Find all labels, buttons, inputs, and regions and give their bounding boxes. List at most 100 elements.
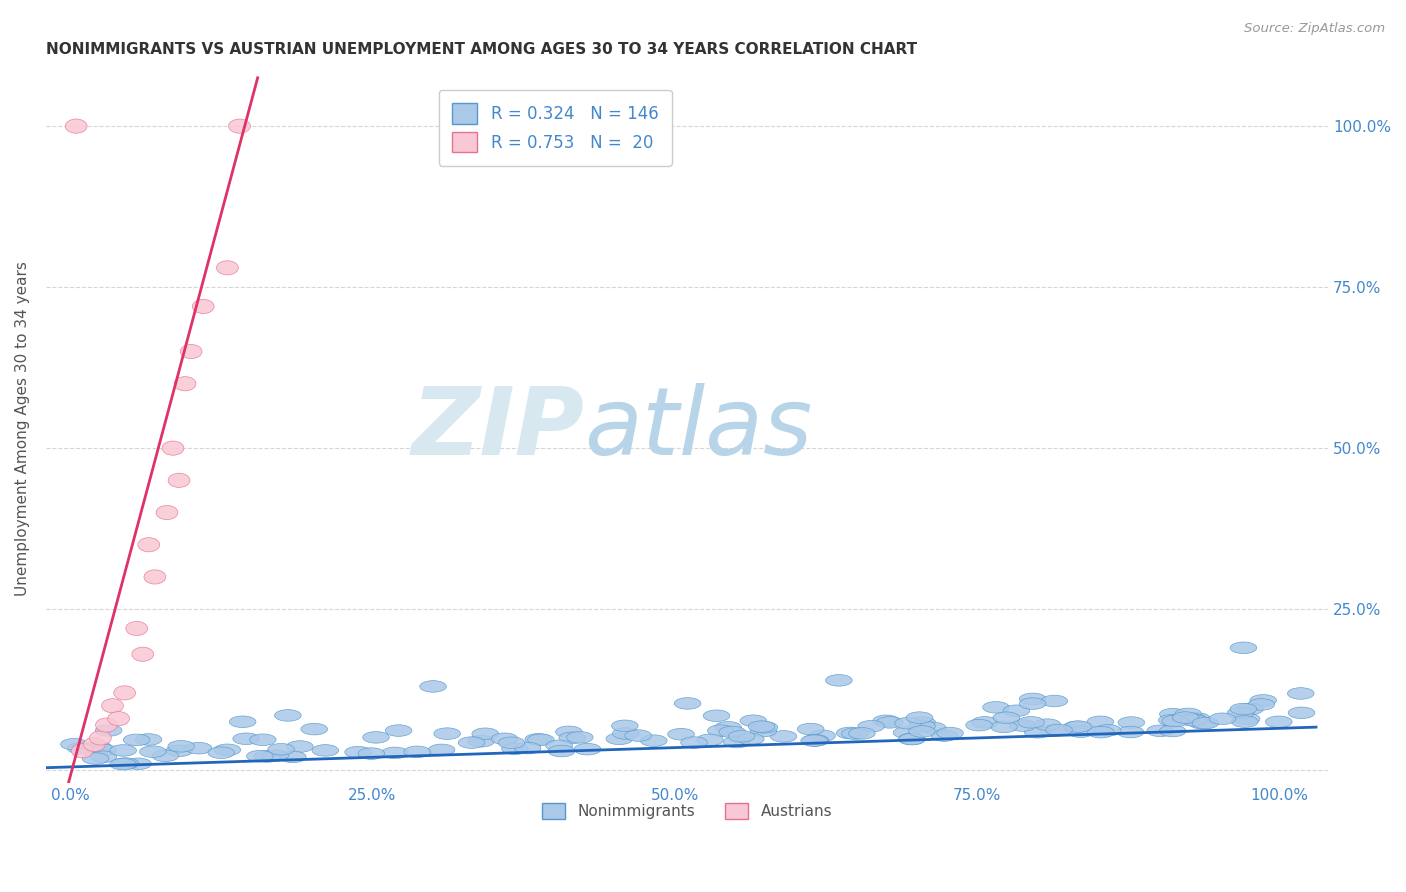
Ellipse shape bbox=[797, 723, 824, 735]
Ellipse shape bbox=[908, 721, 935, 732]
Ellipse shape bbox=[983, 701, 1010, 713]
Ellipse shape bbox=[1064, 721, 1091, 732]
Ellipse shape bbox=[1288, 688, 1315, 699]
Ellipse shape bbox=[193, 300, 214, 313]
Ellipse shape bbox=[114, 686, 135, 700]
Ellipse shape bbox=[1002, 705, 1029, 716]
Ellipse shape bbox=[174, 376, 195, 391]
Ellipse shape bbox=[748, 721, 775, 732]
Ellipse shape bbox=[728, 731, 755, 742]
Ellipse shape bbox=[908, 725, 935, 737]
Ellipse shape bbox=[1063, 721, 1090, 732]
Ellipse shape bbox=[724, 736, 749, 747]
Ellipse shape bbox=[135, 734, 162, 745]
Ellipse shape bbox=[1180, 714, 1206, 725]
Ellipse shape bbox=[718, 726, 745, 738]
Ellipse shape bbox=[546, 740, 572, 752]
Ellipse shape bbox=[920, 723, 946, 734]
Ellipse shape bbox=[82, 753, 108, 764]
Y-axis label: Unemployment Among Ages 30 to 34 years: Unemployment Among Ages 30 to 34 years bbox=[15, 261, 30, 596]
Ellipse shape bbox=[991, 721, 1018, 732]
Ellipse shape bbox=[1230, 703, 1257, 714]
Ellipse shape bbox=[262, 750, 288, 762]
Ellipse shape bbox=[613, 728, 640, 739]
Ellipse shape bbox=[229, 119, 250, 133]
Ellipse shape bbox=[849, 728, 875, 739]
Ellipse shape bbox=[936, 727, 963, 739]
Ellipse shape bbox=[751, 722, 778, 733]
Ellipse shape bbox=[208, 747, 235, 758]
Ellipse shape bbox=[1094, 724, 1121, 736]
Ellipse shape bbox=[751, 725, 776, 737]
Ellipse shape bbox=[931, 730, 957, 741]
Ellipse shape bbox=[90, 744, 117, 756]
Ellipse shape bbox=[1175, 708, 1202, 720]
Ellipse shape bbox=[1046, 724, 1073, 736]
Ellipse shape bbox=[267, 743, 294, 755]
Ellipse shape bbox=[498, 737, 524, 748]
Ellipse shape bbox=[837, 727, 863, 739]
Ellipse shape bbox=[301, 723, 328, 735]
Ellipse shape bbox=[801, 735, 827, 747]
Ellipse shape bbox=[233, 733, 260, 745]
Ellipse shape bbox=[186, 742, 212, 754]
Ellipse shape bbox=[246, 750, 273, 762]
Ellipse shape bbox=[993, 712, 1019, 723]
Ellipse shape bbox=[1147, 725, 1174, 737]
Ellipse shape bbox=[908, 716, 935, 728]
Ellipse shape bbox=[229, 716, 256, 728]
Ellipse shape bbox=[893, 727, 920, 739]
Ellipse shape bbox=[139, 746, 166, 757]
Ellipse shape bbox=[1232, 715, 1258, 727]
Ellipse shape bbox=[1019, 698, 1046, 709]
Ellipse shape bbox=[548, 745, 575, 756]
Ellipse shape bbox=[472, 728, 499, 739]
Ellipse shape bbox=[458, 737, 485, 748]
Ellipse shape bbox=[1018, 716, 1045, 728]
Ellipse shape bbox=[1160, 725, 1187, 737]
Ellipse shape bbox=[287, 740, 314, 752]
Ellipse shape bbox=[524, 733, 551, 745]
Ellipse shape bbox=[344, 747, 371, 758]
Text: atlas: atlas bbox=[585, 384, 813, 475]
Ellipse shape bbox=[641, 735, 666, 747]
Ellipse shape bbox=[110, 758, 136, 770]
Ellipse shape bbox=[972, 716, 998, 728]
Ellipse shape bbox=[167, 740, 194, 752]
Ellipse shape bbox=[770, 731, 797, 742]
Ellipse shape bbox=[1237, 703, 1264, 714]
Ellipse shape bbox=[381, 747, 408, 759]
Ellipse shape bbox=[156, 506, 177, 520]
Ellipse shape bbox=[180, 344, 202, 359]
Ellipse shape bbox=[1230, 642, 1257, 654]
Ellipse shape bbox=[124, 734, 150, 746]
Ellipse shape bbox=[1250, 695, 1277, 706]
Ellipse shape bbox=[90, 751, 117, 763]
Ellipse shape bbox=[894, 717, 921, 729]
Ellipse shape bbox=[808, 730, 835, 741]
Ellipse shape bbox=[280, 751, 307, 763]
Ellipse shape bbox=[873, 715, 900, 727]
Ellipse shape bbox=[67, 742, 94, 754]
Ellipse shape bbox=[675, 698, 702, 709]
Ellipse shape bbox=[1288, 707, 1315, 719]
Ellipse shape bbox=[567, 731, 593, 743]
Ellipse shape bbox=[83, 738, 105, 751]
Ellipse shape bbox=[404, 746, 430, 757]
Ellipse shape bbox=[468, 735, 495, 747]
Ellipse shape bbox=[574, 743, 600, 755]
Ellipse shape bbox=[110, 745, 136, 756]
Ellipse shape bbox=[1181, 714, 1208, 726]
Ellipse shape bbox=[1087, 716, 1114, 728]
Ellipse shape bbox=[429, 744, 456, 756]
Ellipse shape bbox=[668, 729, 695, 740]
Ellipse shape bbox=[1173, 712, 1199, 723]
Ellipse shape bbox=[681, 737, 707, 748]
Ellipse shape bbox=[803, 734, 828, 746]
Ellipse shape bbox=[966, 719, 993, 731]
Ellipse shape bbox=[217, 260, 238, 275]
Ellipse shape bbox=[740, 714, 766, 726]
Ellipse shape bbox=[254, 751, 281, 763]
Ellipse shape bbox=[132, 648, 153, 661]
Ellipse shape bbox=[65, 119, 87, 133]
